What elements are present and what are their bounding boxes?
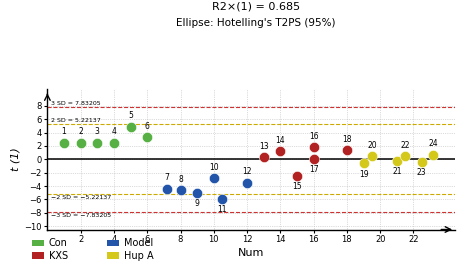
- Legend: Con, KXS, Model, Hup A: Con, KXS, Model, Hup A: [28, 234, 157, 265]
- Text: 9: 9: [195, 199, 200, 208]
- Text: −3 SD = −7.83205: −3 SD = −7.83205: [51, 213, 111, 218]
- Point: [77, 140, 84, 145]
- Text: 11: 11: [218, 205, 227, 214]
- Text: 3: 3: [95, 127, 100, 136]
- Text: 10: 10: [209, 163, 219, 172]
- Text: 24: 24: [428, 139, 438, 148]
- Point: [343, 148, 351, 152]
- Point: [193, 191, 201, 195]
- Point: [210, 176, 218, 180]
- Point: [219, 197, 226, 201]
- Point: [429, 153, 437, 157]
- Text: 20: 20: [367, 141, 377, 150]
- Text: 15: 15: [292, 182, 302, 191]
- Text: 22: 22: [401, 141, 410, 150]
- Point: [164, 187, 171, 191]
- Point: [310, 145, 318, 149]
- Point: [360, 161, 367, 166]
- Point: [243, 181, 251, 185]
- Point: [310, 157, 318, 161]
- Text: R2×(1) = 0.685: R2×(1) = 0.685: [212, 1, 300, 11]
- Point: [401, 154, 409, 158]
- Point: [127, 124, 135, 129]
- Text: 14: 14: [275, 136, 285, 145]
- Text: 5: 5: [128, 111, 133, 120]
- Text: 7: 7: [165, 173, 170, 182]
- Text: 6: 6: [145, 122, 150, 131]
- Text: 18: 18: [342, 134, 352, 144]
- Point: [260, 155, 267, 160]
- Point: [393, 158, 401, 163]
- Text: 12: 12: [242, 167, 252, 176]
- Point: [93, 140, 101, 145]
- Text: 2 SD = 5.22137: 2 SD = 5.22137: [51, 118, 100, 123]
- X-axis label: Num: Num: [238, 248, 264, 258]
- Point: [368, 154, 375, 158]
- Text: 2: 2: [78, 127, 83, 136]
- Text: 13: 13: [259, 142, 268, 151]
- Text: 21: 21: [392, 167, 401, 176]
- Text: 1: 1: [62, 127, 66, 136]
- Text: 23: 23: [417, 168, 427, 177]
- Text: 4: 4: [111, 127, 117, 136]
- Text: 19: 19: [359, 170, 368, 179]
- Text: 16: 16: [309, 132, 319, 141]
- Point: [418, 160, 426, 164]
- Point: [144, 135, 151, 139]
- Text: Ellipse: Hotelling's T2PS (95%): Ellipse: Hotelling's T2PS (95%): [176, 18, 336, 28]
- Y-axis label: t (1): t (1): [10, 147, 20, 171]
- Point: [276, 149, 284, 153]
- Point: [110, 140, 118, 145]
- Text: 8: 8: [178, 175, 183, 184]
- Text: 17: 17: [309, 165, 319, 174]
- Point: [177, 188, 184, 192]
- Text: 3 SD = 7.83205: 3 SD = 7.83205: [51, 101, 100, 106]
- Point: [293, 174, 301, 178]
- Text: −2 SD = −5.22137: −2 SD = −5.22137: [51, 195, 111, 200]
- Point: [60, 140, 68, 145]
